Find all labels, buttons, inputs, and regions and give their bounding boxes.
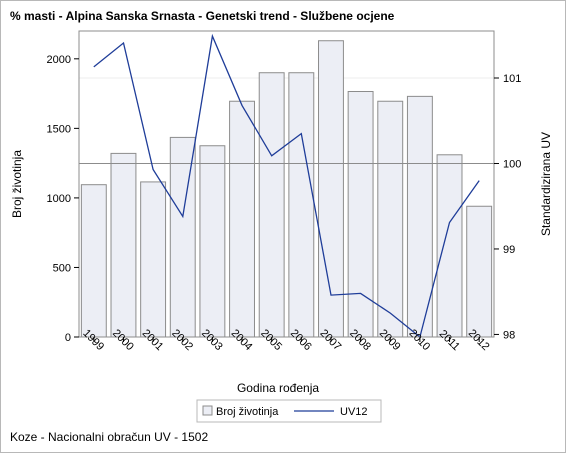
bar-2009 — [377, 100, 404, 338]
bar-1999 — [80, 184, 107, 338]
bar-2011 — [436, 154, 463, 338]
bar-2003 — [199, 145, 226, 338]
chart-title: % masti - Alpina Sanska Srnasta - Genets… — [10, 9, 395, 23]
footnote: Koze - Nacionalni obračun UV - 1502 — [10, 430, 209, 444]
left-tick-label: 0 — [65, 332, 71, 344]
right-tick-label: 101 — [503, 73, 521, 85]
bar-2000 — [110, 152, 137, 338]
bar-2006 — [288, 72, 315, 338]
left-tick-label: 1500 — [47, 123, 71, 135]
bar-2008 — [347, 91, 374, 338]
left-axis: 0 500 1000 1500 2000 — [47, 54, 79, 344]
bar-2012 — [466, 205, 493, 338]
left-tick-label: 500 — [53, 262, 71, 274]
right-tick-label: 100 — [503, 158, 521, 170]
bar-2001 — [140, 181, 167, 338]
y-axis-label-left: Broj životinja — [10, 150, 24, 218]
legend-box — [196, 399, 382, 423]
right-tick-label: 98 — [503, 329, 515, 341]
right-axis: 98 99 100 101 — [494, 73, 521, 341]
bar-2007 — [318, 40, 344, 338]
legend: Broj životinja UV12 — [196, 399, 382, 423]
left-tick-label: 1000 — [47, 193, 71, 205]
legend-label-bars: Broj životinja — [216, 406, 279, 418]
y-axis-label-right: Standardizirana UV — [539, 132, 553, 236]
bar-2004 — [229, 100, 255, 338]
legend-swatch-bars — [202, 405, 213, 416]
bar-2005 — [258, 72, 285, 338]
bar-2010 — [406, 95, 433, 338]
x-axis-label: Godina rođenja — [237, 381, 319, 395]
plot-area — [78, 30, 495, 338]
bars — [80, 40, 493, 338]
left-tick-label: 2000 — [47, 54, 71, 66]
right-tick-label: 99 — [503, 244, 515, 256]
legend-label-line: UV12 — [340, 406, 368, 418]
series-line-uv12 — [93, 33, 480, 339]
